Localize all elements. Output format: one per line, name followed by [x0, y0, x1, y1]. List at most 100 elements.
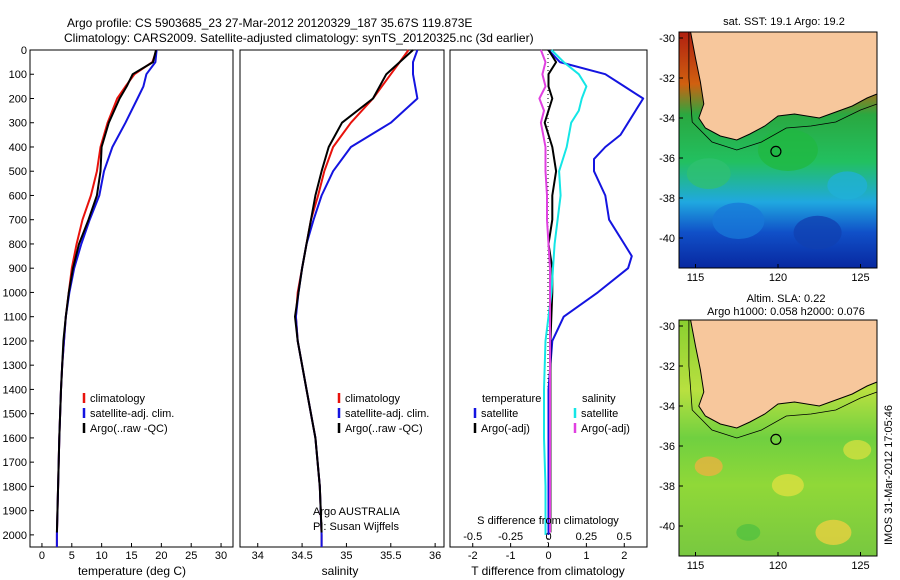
- depth-tick-label: 1500: [3, 409, 27, 421]
- salinity-x-tick-label: 34.5: [291, 550, 312, 562]
- t-difference-xlabel: T difference from climatology: [471, 564, 625, 578]
- depth-tick-label: 300: [9, 118, 27, 130]
- shelf-contour: [688, 320, 878, 439]
- australia-land: [679, 319, 878, 429]
- salinity-x-tick-label: 35: [340, 550, 352, 562]
- sst-anomaly-patch: [712, 202, 765, 239]
- s-difference-legend-label: satellite: [581, 408, 618, 420]
- depth-tick-label: 400: [9, 142, 27, 154]
- argo-line: [294, 49, 414, 533]
- temperature-legend: climatology satellite-adj. clim. Argo(..ra…: [82, 393, 174, 435]
- depth-tick-label: 600: [9, 190, 27, 202]
- latitude-tick-label: -34: [659, 113, 675, 125]
- sst-anomaly-patch: [793, 215, 842, 250]
- salinity-legend-label: Argo(..raw -QC): [345, 423, 423, 435]
- depth-tick-label: 1300: [3, 360, 27, 372]
- salinity-axes-frame: [239, 49, 445, 548]
- temperature-panel: 0100200300400500600700800900100011001200…: [3, 45, 234, 578]
- sla-map-title-line1: Altim. SLA: 0.22: [747, 293, 826, 305]
- salinity-legend: climatology satellite-adj. clim. Argo(..ra…: [337, 393, 429, 435]
- latitude-tick-label: -32: [659, 73, 675, 85]
- longitude-tick-label: 120: [769, 272, 787, 284]
- temperature-legend-label: climatology: [90, 393, 146, 405]
- s-satellite-line: [543, 49, 588, 535]
- temperature-lines: [55, 49, 158, 547]
- argo-pi-label: PI: Susan Wijffels: [313, 521, 399, 533]
- sst-anomaly-patch: [686, 158, 731, 190]
- latitude-tick-label: -38: [659, 481, 675, 493]
- temperature-x-tick-label: 15: [125, 550, 137, 562]
- difference-lines: [538, 49, 645, 535]
- longitude-tick-label: 115: [687, 272, 705, 284]
- salinity-x-tick-label: 36: [429, 550, 441, 562]
- t-difference-legend-label: satellite: [481, 408, 518, 420]
- depth-tick-label: 700: [9, 215, 27, 227]
- difference-x-axis: -2 -1 0 1 2 -0.5 -0.25 0 0.25 0.5: [463, 531, 632, 562]
- temperature-x-tick-label: 5: [69, 550, 75, 562]
- australia-land: [679, 31, 878, 141]
- temperature-x-tick-label: 0: [39, 550, 45, 562]
- sla-anomaly-patch: [771, 474, 804, 497]
- latitude-tick-label: -40: [659, 521, 675, 533]
- temperature-x-tick-label: 30: [215, 550, 227, 562]
- sla-anomaly-patch: [815, 519, 852, 546]
- salinity-lines: [294, 49, 419, 547]
- latitude-tick-label: -34: [659, 401, 675, 413]
- depth-tick-label: 1000: [3, 287, 27, 299]
- depth-tick-label: 1100: [3, 312, 27, 324]
- temperature-x-tick-label: 20: [155, 550, 167, 562]
- latitude-tick-label: -38: [659, 193, 675, 205]
- salinity-x-axis: 34 34.5 35 35.5 36: [252, 543, 441, 562]
- sla-map: -30 -32 -34 -36 -38 -40 115 120 125: [659, 319, 878, 572]
- t-difference-x-tick-label: -2: [468, 550, 478, 562]
- longitude-tick-label: 125: [851, 560, 869, 572]
- depth-tick-label: 1600: [3, 433, 27, 445]
- latitude-tick-label: -36: [659, 153, 675, 165]
- sla-anomaly-patch: [843, 440, 872, 460]
- salinity-x-tick-label: 34: [252, 550, 264, 562]
- depth-tick-label: 900: [9, 263, 27, 275]
- depth-tick-label: 0: [21, 45, 27, 57]
- argo-float-marker: [770, 145, 782, 157]
- temperature-legend-label: Argo(..raw -QC): [90, 423, 168, 435]
- t-difference-legend-label: Argo(-adj): [481, 423, 530, 435]
- depth-tick-label: 500: [9, 166, 27, 178]
- temperature-legend-header: temperature: [482, 393, 541, 405]
- t-difference-x-tick-label: 1: [583, 550, 589, 562]
- salinity-legend-header: salinity: [582, 393, 616, 405]
- argo-program-label: Argo AUSTRALIA: [313, 506, 400, 518]
- salinity-legend-label: satellite-adj. clim.: [345, 408, 429, 420]
- latitude-tick-label: -40: [659, 233, 675, 245]
- salinity-panel: 34 34.5 35 35.5 36 climatology satellite-adj.…: [239, 49, 445, 578]
- t-difference-x-tick-label: 0: [545, 550, 551, 562]
- t-difference-x-tick-label: -1: [506, 550, 516, 562]
- argo-line: [55, 49, 157, 533]
- sst-anomaly-patch: [757, 129, 818, 171]
- latitude-tick-label: -36: [659, 441, 675, 453]
- depth-tick-label: 100: [9, 69, 27, 81]
- depth-tick-label: 1700: [3, 457, 27, 469]
- salinity-xlabel: salinity: [322, 564, 359, 578]
- temperature-x-axis: 0 5 10 15 20 25 30: [39, 543, 227, 562]
- sla-anomaly-patch: [694, 456, 723, 477]
- longitude-tick-label: 120: [769, 560, 787, 572]
- s-argo-line: [538, 49, 551, 533]
- depth-tick-label: 800: [9, 239, 27, 251]
- longitude-tick-label: 115: [687, 560, 705, 572]
- sla-anomaly-patch: [736, 524, 761, 541]
- depth-axis: 0 100 200 300 400 500 600 700 800 900 1000 1100 1200…: [3, 45, 34, 542]
- s-difference-tick-label: 0.5: [617, 531, 632, 543]
- shelf-contour: [688, 32, 878, 151]
- temperature-x-tick-label: 25: [185, 550, 197, 562]
- latitude-tick-label: -30: [659, 321, 675, 333]
- latitude-tick-label: -32: [659, 361, 675, 373]
- figure-title-line2: Climatology: CARS2009. Satellite-adjuste…: [64, 31, 534, 45]
- depth-tick-label: 1800: [3, 481, 27, 493]
- depth-tick-label: 200: [9, 93, 27, 105]
- s-difference-tick-label: 0: [545, 531, 551, 543]
- salinity-x-tick-label: 35.5: [380, 550, 401, 562]
- imos-timestamp: IMOS 31-Mar-2012 17:05:46: [883, 405, 895, 545]
- latitude-tick-label: -30: [659, 33, 675, 45]
- sst-map: -30 -32 -34 -36 -38 -40 115 120 125: [659, 31, 878, 284]
